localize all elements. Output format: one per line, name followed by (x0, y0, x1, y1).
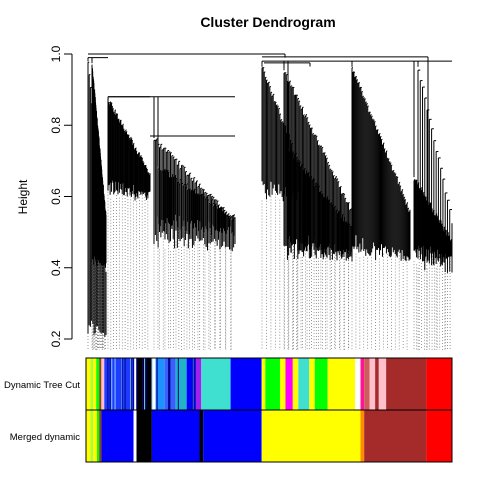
module-color-stripe (124, 358, 126, 410)
module-color-segment (386, 358, 427, 410)
module-color-stripe (130, 358, 132, 410)
module-color-segment (93, 410, 97, 462)
module-color-segment (99, 410, 102, 462)
y-tick-label: 1.0 (49, 45, 63, 62)
module-color-stripe (133, 358, 135, 410)
module-color-segment (265, 358, 280, 410)
y-axis: 0.2 0.4 0.6 0.8 1.0 Height (16, 45, 73, 347)
figure-title: Cluster Dendrogram (200, 14, 335, 30)
y-tick-label: 0.6 (49, 188, 63, 205)
module-color-segment (327, 358, 356, 410)
module-color-stripe (169, 358, 171, 410)
module-color-segment (93, 358, 97, 410)
module-color-segment (96, 410, 100, 462)
y-axis-label: Height (16, 179, 30, 214)
module-color-segment (90, 358, 94, 410)
module-color-stripe (145, 358, 147, 410)
module-color-segment (261, 358, 266, 410)
module-color-segment (195, 358, 202, 410)
module-color-segment (199, 410, 204, 462)
module-color-segment (133, 410, 137, 462)
module-color-stripe (111, 358, 113, 410)
module-color-stripe (144, 358, 146, 410)
module-color-segment (314, 358, 328, 410)
module-color-stripe (191, 358, 193, 410)
module-color-segment (298, 358, 310, 410)
y-tick-label: 0.4 (49, 259, 63, 276)
module-color-segment (175, 358, 187, 410)
module-color-segment (201, 358, 231, 410)
module-color-segment (101, 358, 105, 410)
module-color-segment (378, 358, 387, 410)
module-color-segment (155, 358, 165, 410)
module-color-stripe (136, 358, 138, 410)
module-color-segment (364, 358, 370, 410)
y-axis-ticks: 0.2 0.4 0.6 0.8 1.0 (49, 45, 72, 347)
module-color-segment (355, 410, 361, 462)
module-color-segment (186, 358, 196, 410)
module-color-segment (151, 358, 156, 410)
module-color-segment (279, 358, 286, 410)
module-color-stripe (156, 358, 158, 410)
color-row-label: Dynamic Tree Cut (4, 380, 80, 391)
y-tick-label: 0.8 (49, 117, 63, 134)
module-color-stripe (114, 358, 116, 410)
color-row: Dynamic Tree Cut (4, 357, 453, 411)
module-color-stripe (177, 358, 179, 410)
color-row-label: Merged dynamic (10, 432, 80, 443)
module-color-segment (90, 410, 94, 462)
module-color-segment (360, 410, 365, 462)
module-color-segment (364, 410, 427, 462)
module-color-stripe (131, 358, 133, 410)
module-color-rows: Dynamic Tree Cut Merged dynamic (4, 357, 453, 463)
module-color-segment (104, 358, 134, 410)
module-color-segment (133, 358, 137, 410)
module-color-stripe (194, 358, 196, 410)
color-row-border (85, 409, 453, 463)
module-color-segment (261, 410, 356, 462)
module-color-segment (285, 358, 293, 410)
color-row: Merged dynamic (10, 409, 453, 463)
module-color-segment (86, 358, 91, 410)
module-color-segment (151, 410, 200, 462)
module-color-segment (101, 410, 134, 462)
module-color-segment (86, 410, 91, 462)
y-tick-label: 0.2 (49, 330, 63, 347)
module-color-stripe (107, 358, 109, 410)
module-color-segment (369, 358, 376, 410)
module-color-segment (136, 410, 152, 462)
module-color-segment (96, 358, 100, 410)
module-color-segment (360, 358, 365, 410)
module-color-segment (309, 358, 315, 410)
module-color-segment (426, 410, 452, 462)
module-color-stripe (142, 358, 144, 410)
dendrogram-tree (87, 53, 453, 350)
module-color-segment (203, 410, 262, 462)
module-color-segment (99, 358, 102, 410)
module-color-stripe (121, 358, 123, 410)
module-color-segment (230, 358, 262, 410)
module-color-segment (355, 358, 361, 410)
module-color-segment (375, 358, 379, 410)
module-color-stripe (121, 358, 123, 410)
module-color-stripe (168, 358, 170, 410)
module-color-stripe (109, 358, 111, 410)
module-color-segment (292, 358, 299, 410)
module-color-segment (426, 358, 452, 410)
module-color-stripe (151, 358, 153, 410)
